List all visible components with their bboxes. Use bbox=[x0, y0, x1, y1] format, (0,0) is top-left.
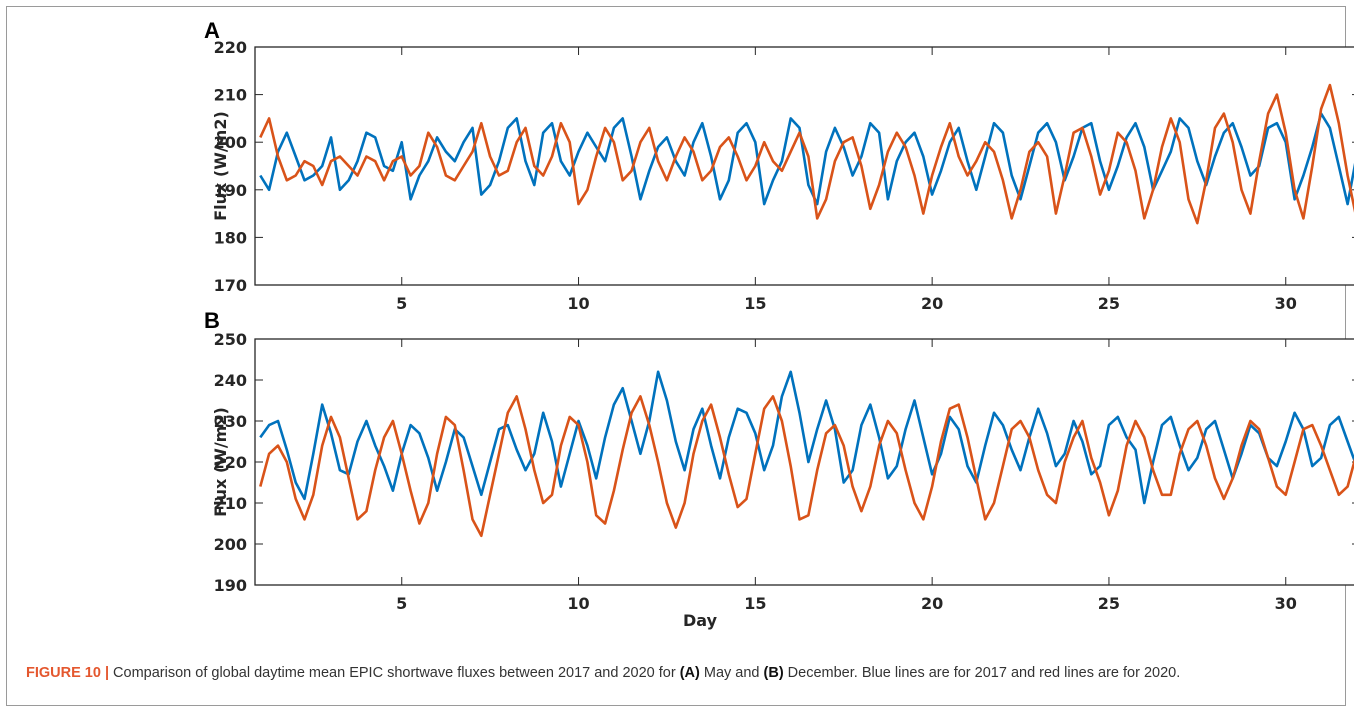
panel-b-letter: B bbox=[204, 308, 220, 333]
panel-b-y-tick-label: 200 bbox=[214, 535, 247, 554]
panel-a-y-tick-label: 210 bbox=[214, 86, 247, 105]
panel-a-x-tick-label: 20 bbox=[921, 294, 943, 313]
panel-b-y-tick-label: 230 bbox=[214, 412, 247, 431]
panel-b-series-line-2017 bbox=[259, 370, 1354, 505]
panel-a-y-tick-label: 190 bbox=[214, 181, 247, 200]
caption-text-part: Comparison of global daytime mean EPIC s… bbox=[109, 665, 680, 681]
caption-figure-label: FIGURE 10 | bbox=[26, 665, 110, 681]
panel-b-y-axis-label: Flux (W/m2) bbox=[211, 407, 230, 517]
panel-b-x-axis-label: Day bbox=[683, 611, 718, 630]
panel-b-axes bbox=[254, 338, 1354, 586]
panel-a-y-tick-label: 200 bbox=[214, 133, 247, 152]
panel-a: A 5 10 15 20 25 30 170 180 190 200 210 220 Flux (W/… bbox=[204, 18, 1354, 313]
panel-a-y-axis-label: Flux (W/m2) bbox=[211, 111, 230, 221]
panel-a-y-tick-label: 220 bbox=[214, 38, 247, 57]
panel-b-ticks: 5 10 15 20 25 30 190 200 210 220 230 240 250 bbox=[214, 330, 1354, 613]
panel-a-x-tick-label: 30 bbox=[1275, 294, 1297, 313]
caption-text: Comparison of global daytime mean EPIC s… bbox=[109, 665, 1180, 681]
panel-b-series bbox=[259, 370, 1354, 538]
panel-b-x-tick-label: 20 bbox=[921, 594, 943, 613]
panel-b-y-tick-label: 250 bbox=[214, 330, 247, 349]
panel-b-y-tick-label: 240 bbox=[214, 371, 247, 390]
panel-a-series bbox=[259, 83, 1354, 225]
panel-a-y-tick-label: 170 bbox=[214, 276, 247, 295]
figure-caption: FIGURE 10 | Comparison of global daytime… bbox=[26, 661, 1326, 685]
panel-b-x-tick-label: 10 bbox=[567, 594, 589, 613]
panel-b-y-tick-label: 190 bbox=[214, 576, 247, 595]
panel-b-x-tick-label: 5 bbox=[396, 594, 407, 613]
panel-b-x-tick-label: 15 bbox=[744, 594, 766, 613]
panel-a-letter: A bbox=[204, 18, 220, 43]
panel-b-y-tick-label: 220 bbox=[214, 453, 247, 472]
panel-a-x-tick-label: 15 bbox=[744, 294, 766, 313]
panel-b-x-tick-label: 30 bbox=[1275, 594, 1297, 613]
panel-a-x-tick-label: 25 bbox=[1098, 294, 1120, 313]
caption-panel-ref: (A) bbox=[679, 665, 700, 681]
caption-panel-ref: (B) bbox=[763, 665, 784, 681]
panel-b-series-line-2020 bbox=[259, 395, 1354, 538]
panel-a-y-tick-label: 180 bbox=[214, 228, 247, 247]
panel-a-x-tick-label: 5 bbox=[396, 294, 407, 313]
panel-b-y-tick-label: 210 bbox=[214, 494, 247, 513]
panel-b: B 5 10 15 20 25 30 190 200 210 220 230 240 250 Flux … bbox=[204, 308, 1354, 630]
panel-a-series-line-2020 bbox=[259, 83, 1354, 225]
panel-a-x-tick-label: 10 bbox=[567, 294, 589, 313]
caption-text-part: December. Blue lines are for 2017 and re… bbox=[783, 665, 1181, 681]
caption-text-part: May and bbox=[699, 665, 764, 681]
panel-a-ticks: 5 10 15 20 25 30 170 180 190 200 210 220 bbox=[214, 38, 1354, 313]
panel-b-x-tick-label: 25 bbox=[1098, 594, 1120, 613]
